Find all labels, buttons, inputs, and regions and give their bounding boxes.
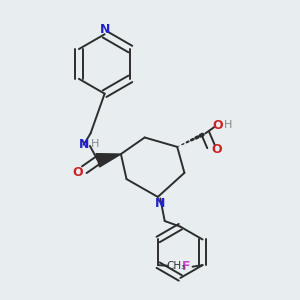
Text: N: N bbox=[155, 197, 166, 210]
Text: O: O bbox=[211, 142, 222, 156]
Text: O: O bbox=[212, 119, 223, 132]
Text: H: H bbox=[91, 139, 99, 149]
Text: CH₃: CH₃ bbox=[167, 261, 186, 271]
Text: H: H bbox=[224, 120, 232, 130]
Text: N: N bbox=[79, 138, 89, 151]
Text: F: F bbox=[182, 260, 190, 273]
Polygon shape bbox=[96, 154, 121, 167]
Text: O: O bbox=[72, 166, 83, 179]
Text: N: N bbox=[99, 23, 110, 36]
